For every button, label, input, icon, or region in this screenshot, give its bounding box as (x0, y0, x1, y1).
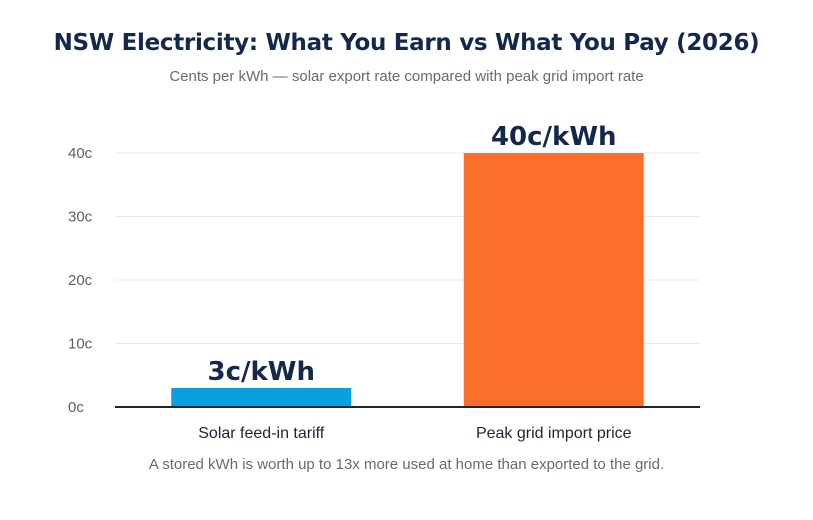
bar (171, 387, 352, 407)
data-label: 3c/kWh (208, 357, 315, 387)
chart-title: NSW Electricity: What You Earn vs What Y… (53, 30, 760, 56)
data-label: 40c/kWh (491, 122, 617, 152)
y-tick-label: 20c (68, 272, 93, 289)
chart-subtitle: Cents per kWh — solar export rate compar… (169, 68, 644, 85)
y-tick-label: 0c (68, 399, 84, 416)
x-tick-label: Solar feed-in tariff (198, 425, 325, 442)
chart-footnote: A stored kWh is worth up to 13x more use… (148, 456, 665, 473)
x-tick-label: Peak grid import price (476, 425, 632, 442)
y-tick-label: 40c (68, 145, 93, 162)
y-tick-label: 30c (68, 209, 93, 226)
bar (463, 153, 644, 407)
y-tick-label: 10c (68, 336, 93, 353)
